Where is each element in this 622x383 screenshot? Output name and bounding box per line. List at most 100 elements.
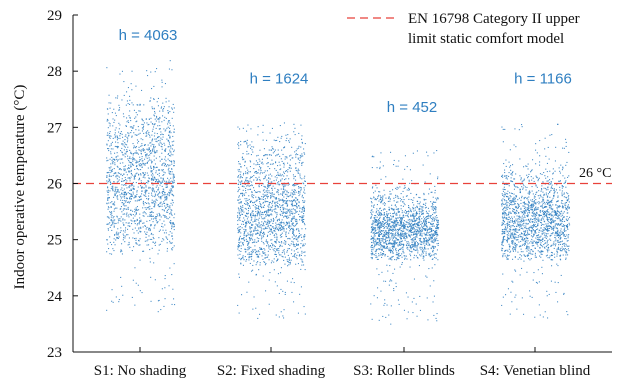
data-point xyxy=(283,171,285,173)
data-point xyxy=(155,186,157,188)
data-point xyxy=(165,117,167,119)
data-point xyxy=(536,186,538,188)
data-point xyxy=(108,223,110,225)
data-point xyxy=(271,246,273,248)
data-point xyxy=(131,102,133,104)
data-point xyxy=(242,174,244,176)
data-point xyxy=(383,230,385,232)
data-point xyxy=(288,183,290,185)
data-point xyxy=(247,234,249,236)
data-point xyxy=(278,230,280,232)
data-point xyxy=(237,254,239,256)
data-point xyxy=(374,244,376,246)
data-point xyxy=(394,227,396,229)
data-point xyxy=(277,205,279,207)
data-point xyxy=(171,148,173,150)
data-point xyxy=(241,294,243,296)
data-point xyxy=(263,252,265,254)
data-point xyxy=(130,189,132,191)
data-point xyxy=(147,124,149,126)
data-point xyxy=(512,210,514,212)
data-point xyxy=(168,130,170,132)
data-point xyxy=(106,251,108,253)
data-point xyxy=(133,109,135,111)
data-point xyxy=(409,253,411,255)
data-point xyxy=(275,241,277,243)
data-point xyxy=(136,206,138,208)
data-point xyxy=(379,168,381,170)
data-point xyxy=(258,221,260,223)
data-point xyxy=(110,135,112,137)
data-point xyxy=(160,196,162,198)
data-point xyxy=(146,148,148,150)
data-point xyxy=(297,243,299,245)
data-point xyxy=(384,194,386,196)
data-point xyxy=(303,222,305,224)
data-point xyxy=(405,212,407,214)
data-point xyxy=(239,198,241,200)
data-point xyxy=(377,223,379,225)
data-point xyxy=(108,122,110,124)
data-point xyxy=(388,209,390,211)
data-point xyxy=(278,229,280,231)
data-point xyxy=(130,188,132,190)
data-point xyxy=(283,309,285,311)
data-point xyxy=(249,178,251,180)
data-point xyxy=(288,195,290,197)
data-point xyxy=(373,206,375,208)
data-point xyxy=(165,186,167,188)
data-point xyxy=(432,223,434,225)
data-point xyxy=(383,245,385,247)
data-point xyxy=(413,216,415,218)
data-point xyxy=(120,150,122,152)
data-point xyxy=(108,167,110,169)
data-point xyxy=(169,124,171,126)
data-point xyxy=(150,165,152,167)
data-point xyxy=(370,238,372,240)
data-point xyxy=(239,253,241,255)
data-point xyxy=(170,221,172,223)
data-point xyxy=(154,217,156,219)
data-point xyxy=(253,202,255,204)
data-point xyxy=(239,231,241,233)
data-point xyxy=(237,143,239,145)
data-point xyxy=(159,184,161,186)
data-point xyxy=(152,178,154,180)
data-point xyxy=(304,185,306,187)
data-point xyxy=(125,184,127,186)
data-point xyxy=(277,174,279,176)
data-point xyxy=(127,208,129,210)
data-point xyxy=(115,239,117,241)
data-point xyxy=(120,276,122,278)
data-point xyxy=(425,253,427,255)
data-point xyxy=(370,227,372,229)
data-point xyxy=(427,155,429,157)
data-point xyxy=(255,274,257,276)
data-point xyxy=(513,188,515,190)
data-point xyxy=(389,198,391,200)
data-point xyxy=(240,209,242,211)
data-point xyxy=(416,256,418,258)
data-point xyxy=(250,128,252,130)
data-point xyxy=(165,232,167,234)
data-point xyxy=(287,254,289,256)
data-point xyxy=(378,225,380,227)
data-point xyxy=(116,174,118,176)
data-point xyxy=(287,238,289,240)
data-point xyxy=(263,231,265,233)
data-point xyxy=(300,156,302,158)
data-point xyxy=(131,194,133,196)
data-point xyxy=(293,282,295,284)
data-point xyxy=(382,195,384,197)
data-point xyxy=(129,193,131,195)
data-point xyxy=(260,162,262,164)
data-point xyxy=(388,228,390,230)
data-point xyxy=(299,235,301,237)
data-point xyxy=(413,219,415,221)
data-point xyxy=(270,228,272,230)
data-point xyxy=(246,218,248,220)
data-point xyxy=(280,229,282,231)
data-point xyxy=(126,187,128,189)
data-point xyxy=(111,224,113,226)
data-point xyxy=(157,140,159,142)
